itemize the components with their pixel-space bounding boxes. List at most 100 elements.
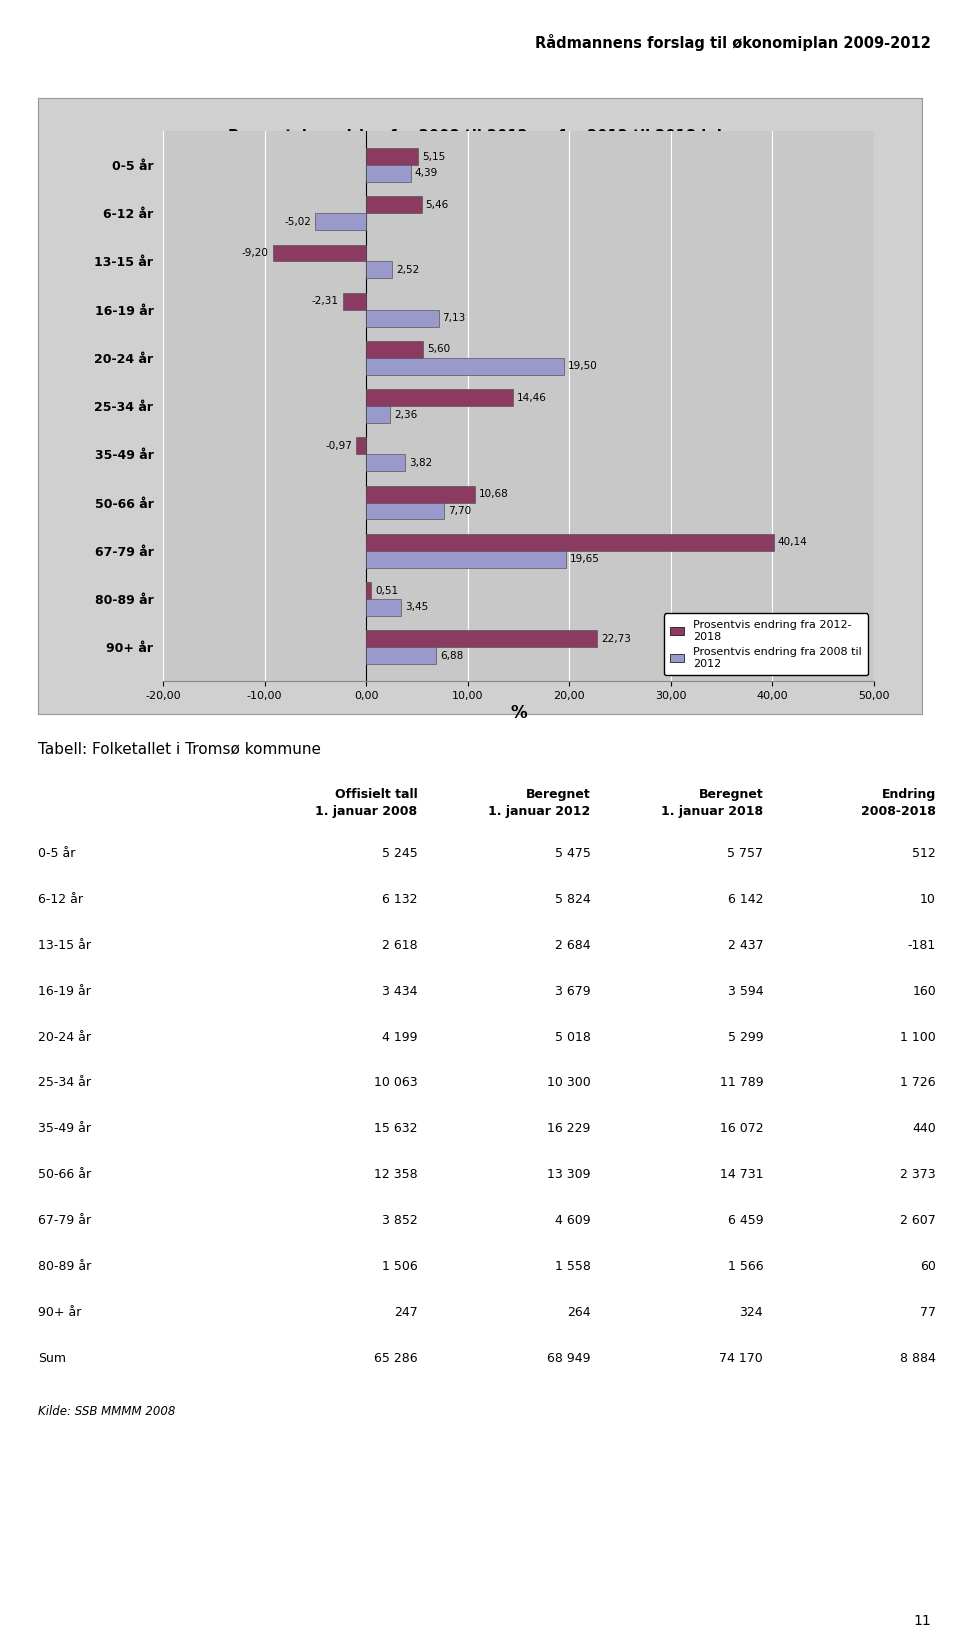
- Bar: [366, 310, 439, 327]
- Text: 13 309: 13 309: [547, 1168, 590, 1182]
- Text: 2 607: 2 607: [900, 1214, 936, 1227]
- Bar: [366, 148, 419, 166]
- Text: 4 199: 4 199: [382, 1031, 418, 1044]
- Text: 8 884: 8 884: [900, 1352, 936, 1365]
- Text: 14 731: 14 731: [720, 1168, 763, 1182]
- Text: 5 018: 5 018: [555, 1031, 590, 1044]
- Text: 1 566: 1 566: [728, 1260, 763, 1273]
- Text: 10: 10: [920, 893, 936, 906]
- Bar: [366, 502, 444, 520]
- Bar: [366, 358, 564, 374]
- Bar: [366, 647, 436, 665]
- Text: 5 757: 5 757: [728, 847, 763, 860]
- Text: Sum: Sum: [38, 1352, 66, 1365]
- Text: 68 949: 68 949: [547, 1352, 590, 1365]
- Bar: [366, 455, 405, 471]
- Text: Offisielt tall
1. januar 2008: Offisielt tall 1. januar 2008: [316, 788, 418, 817]
- Text: 6 459: 6 459: [728, 1214, 763, 1227]
- Bar: [366, 405, 390, 423]
- Text: -5,02: -5,02: [284, 217, 311, 226]
- Text: 3 594: 3 594: [728, 985, 763, 998]
- Bar: [366, 533, 774, 551]
- Text: 247: 247: [394, 1306, 418, 1319]
- Text: 50-66 år: 50-66 år: [38, 1168, 91, 1182]
- Text: 0,51: 0,51: [375, 586, 398, 596]
- Bar: [366, 583, 372, 599]
- Text: 25-34 år: 25-34 år: [38, 1076, 91, 1090]
- Bar: [366, 599, 401, 615]
- Text: 1 506: 1 506: [382, 1260, 418, 1273]
- Text: 2 437: 2 437: [728, 939, 763, 952]
- Text: 16 229: 16 229: [547, 1122, 590, 1136]
- Legend: Prosentvis endring fra 2012-
2018, Prosentvis endring fra 2008 til
2012: Prosentvis endring fra 2012- 2018, Prose…: [663, 614, 868, 676]
- Bar: [366, 630, 597, 647]
- Text: 6,88: 6,88: [440, 651, 464, 661]
- Text: 11: 11: [914, 1613, 931, 1628]
- Bar: [366, 389, 513, 405]
- Text: 22,73: 22,73: [601, 633, 631, 643]
- Text: 160: 160: [912, 985, 936, 998]
- Bar: [366, 341, 423, 358]
- Text: 5,15: 5,15: [422, 151, 445, 161]
- Text: 10 063: 10 063: [374, 1076, 418, 1090]
- Text: 80-89 år: 80-89 år: [38, 1260, 91, 1273]
- Text: Beregnet
1. januar 2012: Beregnet 1. januar 2012: [488, 788, 590, 817]
- Text: 0-5 år: 0-5 år: [38, 847, 76, 860]
- Text: 35-49 år: 35-49 år: [38, 1122, 91, 1136]
- Text: 2 684: 2 684: [555, 939, 590, 952]
- Bar: [366, 261, 392, 279]
- Text: 2,52: 2,52: [396, 264, 420, 276]
- Bar: [366, 486, 474, 502]
- Bar: [343, 292, 366, 310]
- Text: 3,45: 3,45: [405, 602, 428, 612]
- Text: Endring
2008-2018: Endring 2008-2018: [861, 788, 936, 817]
- Text: 2 618: 2 618: [382, 939, 418, 952]
- X-axis label: %: %: [510, 704, 527, 722]
- Text: 5 824: 5 824: [555, 893, 590, 906]
- Text: 324: 324: [739, 1306, 763, 1319]
- Text: Kilde: SSB MMMM 2008: Kilde: SSB MMMM 2008: [38, 1405, 176, 1418]
- Text: Rådmannens forslag til økonomiplan 2009-2012: Rådmannens forslag til økonomiplan 2009-…: [536, 34, 931, 51]
- Text: 16 072: 16 072: [720, 1122, 763, 1136]
- Text: 65 286: 65 286: [374, 1352, 418, 1365]
- Text: 10,68: 10,68: [479, 489, 509, 499]
- Text: 6 142: 6 142: [728, 893, 763, 906]
- Text: 19,65: 19,65: [569, 555, 600, 565]
- Text: 7,70: 7,70: [448, 505, 471, 515]
- Text: -181: -181: [908, 939, 936, 952]
- Text: 4,39: 4,39: [415, 169, 438, 179]
- Text: 5 245: 5 245: [382, 847, 418, 860]
- Text: 1 558: 1 558: [555, 1260, 590, 1273]
- Text: 6 132: 6 132: [382, 893, 418, 906]
- Bar: [356, 438, 366, 455]
- Text: 1 726: 1 726: [900, 1076, 936, 1090]
- Text: 5 475: 5 475: [555, 847, 590, 860]
- Text: 12 358: 12 358: [374, 1168, 418, 1182]
- Bar: [366, 166, 411, 182]
- Text: 264: 264: [566, 1306, 590, 1319]
- Text: 6-12 år: 6-12 år: [38, 893, 84, 906]
- Text: 3 679: 3 679: [555, 985, 590, 998]
- Text: 19,50: 19,50: [568, 361, 598, 371]
- Text: ☂: ☂: [39, 26, 61, 49]
- Text: 60: 60: [920, 1260, 936, 1273]
- Text: 5 299: 5 299: [728, 1031, 763, 1044]
- Text: 4 609: 4 609: [555, 1214, 590, 1227]
- Text: -0,97: -0,97: [325, 441, 352, 451]
- Text: 2,36: 2,36: [395, 410, 418, 420]
- Text: 74 170: 74 170: [719, 1352, 763, 1365]
- Text: 90+ år: 90+ år: [38, 1306, 82, 1319]
- Text: 1 100: 1 100: [900, 1031, 936, 1044]
- Text: 3 852: 3 852: [382, 1214, 418, 1227]
- Bar: [366, 551, 565, 568]
- Text: Beregnet
1. januar 2018: Beregnet 1. januar 2018: [661, 788, 763, 817]
- Text: 10 300: 10 300: [546, 1076, 590, 1090]
- Text: 20-24 år: 20-24 år: [38, 1031, 91, 1044]
- Text: 67-79 år: 67-79 år: [38, 1214, 91, 1227]
- Bar: [366, 197, 421, 213]
- Text: 11 789: 11 789: [720, 1076, 763, 1090]
- Text: Prosentvis endring fra 2008 til 2012 og fra 2012 til 2018 i de
ulike aldersgrupp: Prosentvis endring fra 2008 til 2012 og …: [228, 130, 732, 161]
- Text: 440: 440: [912, 1122, 936, 1136]
- Text: 5,60: 5,60: [427, 345, 450, 354]
- Text: -9,20: -9,20: [242, 248, 269, 258]
